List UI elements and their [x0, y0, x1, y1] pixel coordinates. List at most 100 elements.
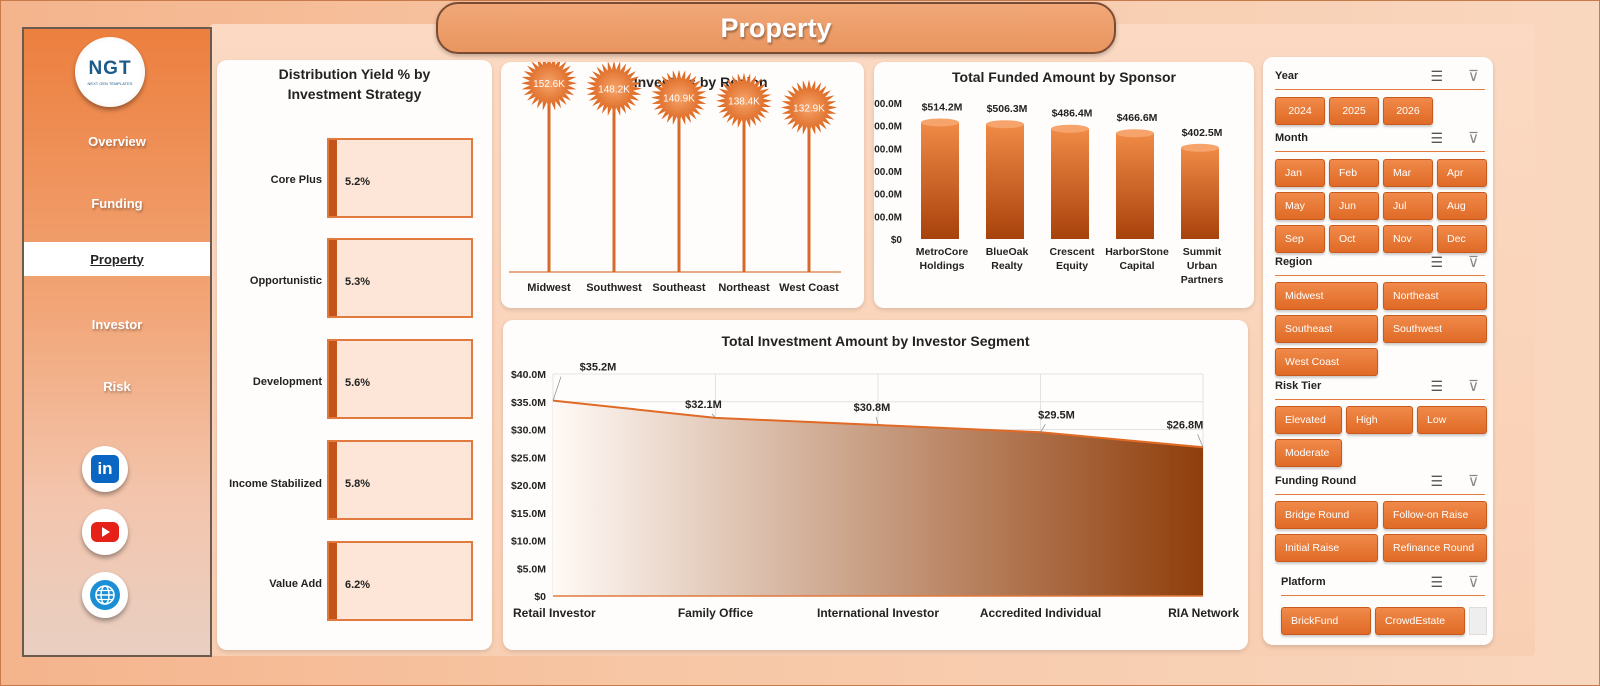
linkedin-button[interactable]: in [82, 446, 128, 492]
slicer-funding-header: Funding Round ☰ ⊽ [1275, 472, 1485, 495]
segment-chart-title: Total Investment Amount by Investor Segm… [721, 333, 1030, 349]
multi-select-icon[interactable]: ☰ [1430, 473, 1443, 489]
clear-filter-icon[interactable]: ⊽ [1468, 130, 1479, 147]
youtube-button[interactable] [82, 509, 128, 555]
bar-cap [1051, 124, 1089, 133]
slicer-month-sep[interactable]: Sep [1275, 225, 1325, 253]
yield-label-opportunistic: Opportunistic [249, 275, 322, 287]
bar-cap [921, 118, 959, 127]
page-title-bar: Property [436, 2, 1116, 54]
slicer-region-west-coast[interactable]: West Coast [1275, 348, 1378, 376]
sidebar-item-overview[interactable]: Overview [88, 133, 146, 149]
slicer-funding-refinance-round[interactable]: Refinance Round [1383, 534, 1487, 562]
x-tick-label: Crescent [1050, 246, 1095, 258]
y-tick-label: $0 [891, 235, 903, 246]
slicer-month-jul[interactable]: Jul [1383, 192, 1433, 220]
lollipop-burst [716, 72, 772, 129]
label-leader [552, 376, 562, 401]
distribution-yield-card: Distribution Yield % by Investment Strat… [217, 60, 492, 650]
clear-filter-icon[interactable]: ⊽ [1468, 473, 1479, 490]
sidebar-item-property[interactable]: Property [24, 242, 210, 276]
yield-value: 5.6% [345, 377, 371, 389]
yield-value: 5.3% [345, 276, 371, 288]
bar-cap [1181, 143, 1219, 152]
linkedin-icon: in [91, 455, 119, 483]
lollipop-burst [651, 69, 707, 126]
slicer-region-midwest[interactable]: Midwest [1275, 282, 1378, 310]
globe-icon [90, 580, 120, 610]
slicer-region-southeast[interactable]: Southeast [1275, 315, 1378, 343]
slicer-month-nov[interactable]: Nov [1383, 225, 1433, 253]
clear-filter-icon[interactable]: ⊽ [1468, 574, 1479, 591]
slicer-funding-follow-on-raise[interactable]: Follow-on Raise [1383, 501, 1487, 529]
clear-filter-icon[interactable]: ⊽ [1468, 378, 1479, 395]
slicer-year-2026[interactable]: 2026 [1383, 97, 1433, 125]
slicer-month-jun[interactable]: Jun [1329, 192, 1379, 220]
slicer-month-mar[interactable]: Mar [1383, 159, 1433, 187]
slicer-month-dec[interactable]: Dec [1437, 225, 1487, 253]
y-tick-label: $5.0M [517, 563, 546, 575]
yield-box-income-stabilized: 5.8% [327, 440, 473, 520]
sidebar-item-risk[interactable]: Risk [103, 378, 131, 394]
area-fill [553, 400, 1203, 596]
slicer-region-northeast[interactable]: Northeast [1383, 282, 1487, 310]
slicer-scrollbar[interactable] [1469, 607, 1487, 635]
x-tick-label: West Coast [779, 282, 839, 294]
label-leader [1040, 424, 1046, 433]
slicer-risk-low[interactable]: Low [1417, 406, 1487, 434]
multi-select-icon[interactable]: ☰ [1430, 254, 1443, 270]
slicer-region-label: Region [1275, 256, 1313, 268]
website-button[interactable] [82, 572, 128, 618]
label-leader [711, 413, 716, 419]
linkedin-icon-label: in [97, 459, 113, 478]
x-tick-label: MetroCore [916, 246, 969, 258]
sidebar-item-investor[interactable]: Investor [91, 316, 143, 332]
x-tick-label: Realty [991, 260, 1023, 272]
y-tick-label: $300.0M [874, 167, 902, 178]
sidebar-item-funding[interactable]: Funding [91, 195, 143, 211]
bar [1051, 128, 1089, 239]
slicer-year-2025[interactable]: 2025 [1329, 97, 1379, 125]
data-label: $29.5M [1038, 409, 1075, 421]
slicer-month-feb[interactable]: Feb [1329, 159, 1379, 187]
x-tick-label: Summit [1183, 246, 1222, 258]
data-label: 140.9K [663, 94, 695, 105]
multi-select-icon[interactable]: ☰ [1430, 574, 1443, 590]
bar [921, 122, 959, 239]
label-leader [1197, 434, 1204, 448]
data-label: 152.6K [533, 79, 565, 90]
slicer-risk-label: Risk Tier [1275, 380, 1322, 392]
slicer-funding-initial-raise[interactable]: Initial Raise [1275, 534, 1378, 562]
slicer-risk-high[interactable]: High [1346, 406, 1413, 434]
slicer-month-oct[interactable]: Oct [1329, 225, 1379, 253]
slicer-risk-elevated[interactable]: Elevated [1275, 406, 1342, 434]
investors-by-region-chart: 152.6K Midwest 148.2K Southwest 140.9K Southe… [509, 62, 841, 294]
slicer-month-header: Month ☰ ⊽ [1275, 129, 1485, 152]
data-label: $514.2M [922, 101, 963, 113]
x-tick-label: Urban [1187, 260, 1217, 272]
slicer-month-apr[interactable]: Apr [1437, 159, 1487, 187]
yield-label-development: Development [252, 376, 322, 388]
slicer-month-jan[interactable]: Jan [1275, 159, 1325, 187]
multi-select-icon[interactable]: ☰ [1430, 378, 1443, 394]
multi-select-icon[interactable]: ☰ [1430, 68, 1443, 84]
yield-label-income-stabilized: Income Stabilized [229, 478, 322, 490]
slicer-month-aug[interactable]: Aug [1437, 192, 1487, 220]
clear-filter-icon[interactable]: ⊽ [1468, 68, 1479, 85]
y-tick-label: $200.0M [874, 190, 902, 201]
slicer-risk-moderate[interactable]: Moderate [1275, 439, 1342, 467]
slicer-platform-brickfund[interactable]: BrickFund [1281, 607, 1371, 635]
slicer-year-2024[interactable]: 2024 [1275, 97, 1325, 125]
investment-by-segment-chart: $0 $5.0M $10.0M $15.0M $20.0M $25.0M $30.0M $35… [511, 362, 1239, 620]
investment-by-segment-card: Total Investment Amount by Investor Segm… [503, 320, 1248, 650]
slicer-region-southwest[interactable]: Southwest [1383, 315, 1487, 343]
slicer-platform-label: Platform [1281, 576, 1326, 588]
multi-select-icon[interactable]: ☰ [1430, 130, 1443, 146]
yield-value: 6.2% [345, 579, 371, 591]
data-label: 138.4K [728, 97, 760, 108]
clear-filter-icon[interactable]: ⊽ [1468, 254, 1479, 271]
x-tick-label: BlueOak [986, 246, 1029, 258]
slicer-month-may[interactable]: May [1275, 192, 1325, 220]
slicer-funding-bridge-round[interactable]: Bridge Round [1275, 501, 1378, 529]
slicer-platform-crowdestate[interactable]: CrowdEstate [1375, 607, 1465, 635]
